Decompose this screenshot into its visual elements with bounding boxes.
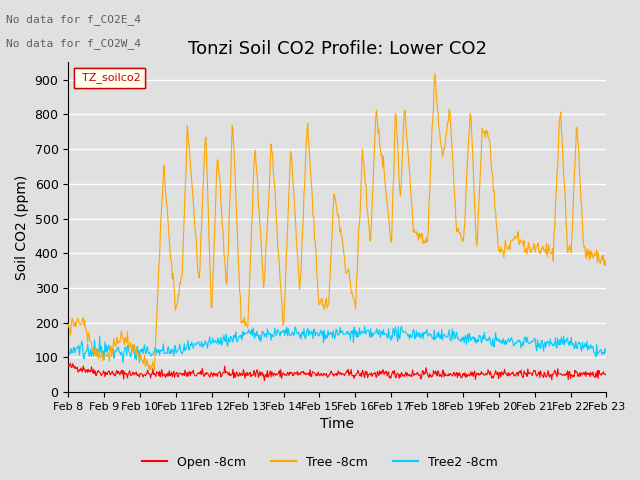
Text: No data for f_CO2E_4: No data for f_CO2E_4 [6,14,141,25]
Y-axis label: Soil CO2 (ppm): Soil CO2 (ppm) [15,175,29,280]
Text: No data for f_CO2W_4: No data for f_CO2W_4 [6,38,141,49]
X-axis label: Time: Time [321,418,355,432]
Legend: Open -8cm, Tree -8cm, Tree2 -8cm: Open -8cm, Tree -8cm, Tree2 -8cm [137,451,503,474]
Title: Tonzi Soil CO2 Profile: Lower CO2: Tonzi Soil CO2 Profile: Lower CO2 [188,40,487,58]
Legend: TZ_soilco2: TZ_soilco2 [74,68,145,88]
